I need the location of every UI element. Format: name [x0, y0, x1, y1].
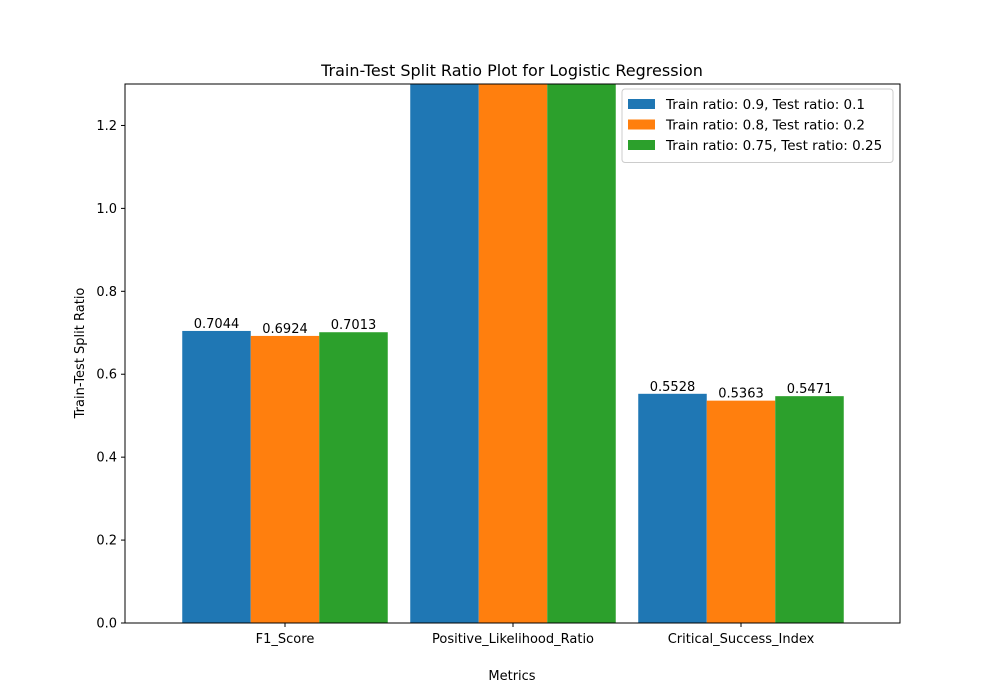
x-axis: F1_Score Positive_Likelihood_Ratio Critica…: [256, 623, 815, 647]
bar: [182, 330, 251, 623]
bar: [775, 396, 844, 623]
bar: [478, 84, 548, 623]
chart-title: Train-Test Split Ratio Plot for Logistic…: [320, 61, 703, 80]
bar: [547, 84, 616, 623]
bar: [410, 84, 479, 623]
legend-swatch: [628, 99, 655, 109]
bar: [250, 335, 320, 623]
bar: [706, 400, 776, 623]
legend-entry: Train ratio: 0.9, Test ratio: 0.1: [665, 97, 865, 113]
legend-entry: Train ratio: 0.8, Test ratio: 0.2: [665, 118, 865, 134]
legend-swatch: [628, 119, 655, 130]
data-labels: 0.7044 0.6924 0.7013 0.5528 0.5363 0.5471: [194, 317, 833, 402]
data-label: 0.7044: [194, 317, 240, 332]
bars: [182, 84, 844, 623]
x-tick-label: F1_Score: [256, 632, 315, 647]
legend-entry: Train ratio: 0.75, Test ratio: 0.25: [665, 138, 882, 154]
legend: Train ratio: 0.9, Test ratio: 0.1 Train r…: [621, 88, 894, 163]
y-tick-label: 0.4: [96, 451, 117, 466]
x-tick-label: Critical_Success_Index: [668, 632, 815, 647]
bar: [319, 332, 388, 623]
y-tick-label: 0.8: [96, 285, 117, 300]
y-tick-label: 0.2: [96, 534, 117, 549]
data-label: 0.7013: [331, 318, 377, 333]
data-label: 0.6924: [262, 322, 308, 337]
y-tick-label: 1.2: [96, 119, 117, 134]
y-tick-label: 1.0: [96, 202, 117, 217]
data-label: 0.5471: [787, 382, 833, 397]
data-label: 0.5528: [650, 380, 696, 395]
data-label: 0.5363: [718, 387, 764, 402]
legend-swatch: [628, 140, 655, 150]
x-axis-label: Metrics: [488, 669, 535, 684]
x-tick-label: Positive_Likelihood_Ratio: [432, 632, 594, 647]
y-tick-label: 0.6: [96, 368, 117, 383]
y-axis: 0.0 0.2 0.4 0.6 0.8 1.0 1.2: [96, 119, 125, 632]
y-tick-label: 0.0: [96, 617, 117, 632]
legend-box: [621, 88, 894, 163]
y-axis-label: Train-Test Split Ratio: [73, 288, 88, 420]
bar: [638, 393, 707, 623]
